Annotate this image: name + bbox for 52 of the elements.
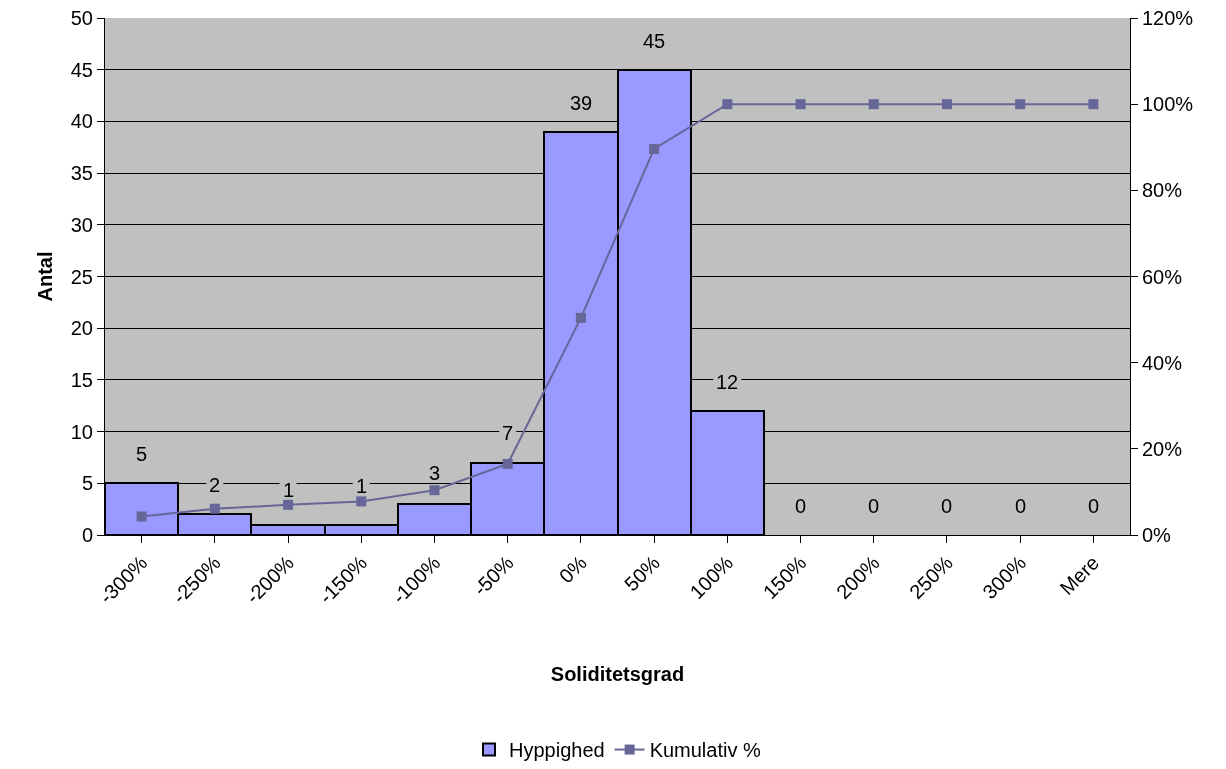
legend-label: Hyppighed xyxy=(509,739,605,762)
data-label: 5 xyxy=(136,443,148,465)
point xyxy=(795,99,806,110)
y-tick-label: 15 xyxy=(70,368,93,391)
point xyxy=(356,496,367,507)
point xyxy=(575,312,586,323)
point xyxy=(722,99,733,110)
y-tick-label: 20 xyxy=(70,317,93,340)
point xyxy=(502,458,513,469)
y-tick-label: 25 xyxy=(70,265,93,288)
point xyxy=(283,499,294,510)
data-label: 1 xyxy=(283,479,295,501)
data-label: 7 xyxy=(502,422,514,444)
y-tick-label: 45 xyxy=(70,58,93,81)
point xyxy=(649,143,660,154)
y-axis-title: Antal xyxy=(34,251,57,302)
y-tick-label: 30 xyxy=(70,213,93,236)
y2-tick-label: 20% xyxy=(1142,437,1183,460)
point xyxy=(209,503,220,514)
y2-tick-label: 80% xyxy=(1142,179,1183,202)
x-tick-label: 0% xyxy=(554,551,591,588)
point xyxy=(941,99,952,110)
point xyxy=(868,99,879,110)
data-label: 0 xyxy=(795,495,807,517)
point xyxy=(429,485,440,496)
data-label: 3 xyxy=(429,462,441,484)
y-tick-label: 0 xyxy=(81,524,93,546)
x-axis-title: Soliditetsgrad xyxy=(550,663,685,686)
y2-tick-label: 120% xyxy=(1142,7,1194,29)
y2-tick-label: 100% xyxy=(1142,93,1194,116)
data-label: 12 xyxy=(716,371,739,393)
x-tick-label: 50% xyxy=(620,551,665,596)
data-label: 0 xyxy=(1088,495,1100,517)
y2-tick-label: 0% xyxy=(1142,524,1172,546)
data-label: 0 xyxy=(868,495,880,517)
y2-tick-label: 40% xyxy=(1142,351,1183,374)
y-tick-label: 35 xyxy=(70,162,93,185)
data-label: 0 xyxy=(941,495,953,517)
data-label: 39 xyxy=(570,92,593,114)
data-label: 2 xyxy=(209,474,221,496)
y2-tick-label: 60% xyxy=(1142,265,1183,288)
point xyxy=(136,511,147,522)
y-tick-label: 50 xyxy=(70,7,93,29)
data-label: 45 xyxy=(643,30,666,52)
data-label: 1 xyxy=(356,475,368,497)
y-tick-label: 40 xyxy=(70,110,93,133)
y-tick-label: 5 xyxy=(81,472,93,495)
point xyxy=(1088,99,1099,110)
data-label: 0 xyxy=(1015,495,1027,517)
point xyxy=(1015,99,1026,110)
legend-label: Kumulativ % xyxy=(649,739,761,762)
y-tick-label: 10 xyxy=(70,420,93,443)
